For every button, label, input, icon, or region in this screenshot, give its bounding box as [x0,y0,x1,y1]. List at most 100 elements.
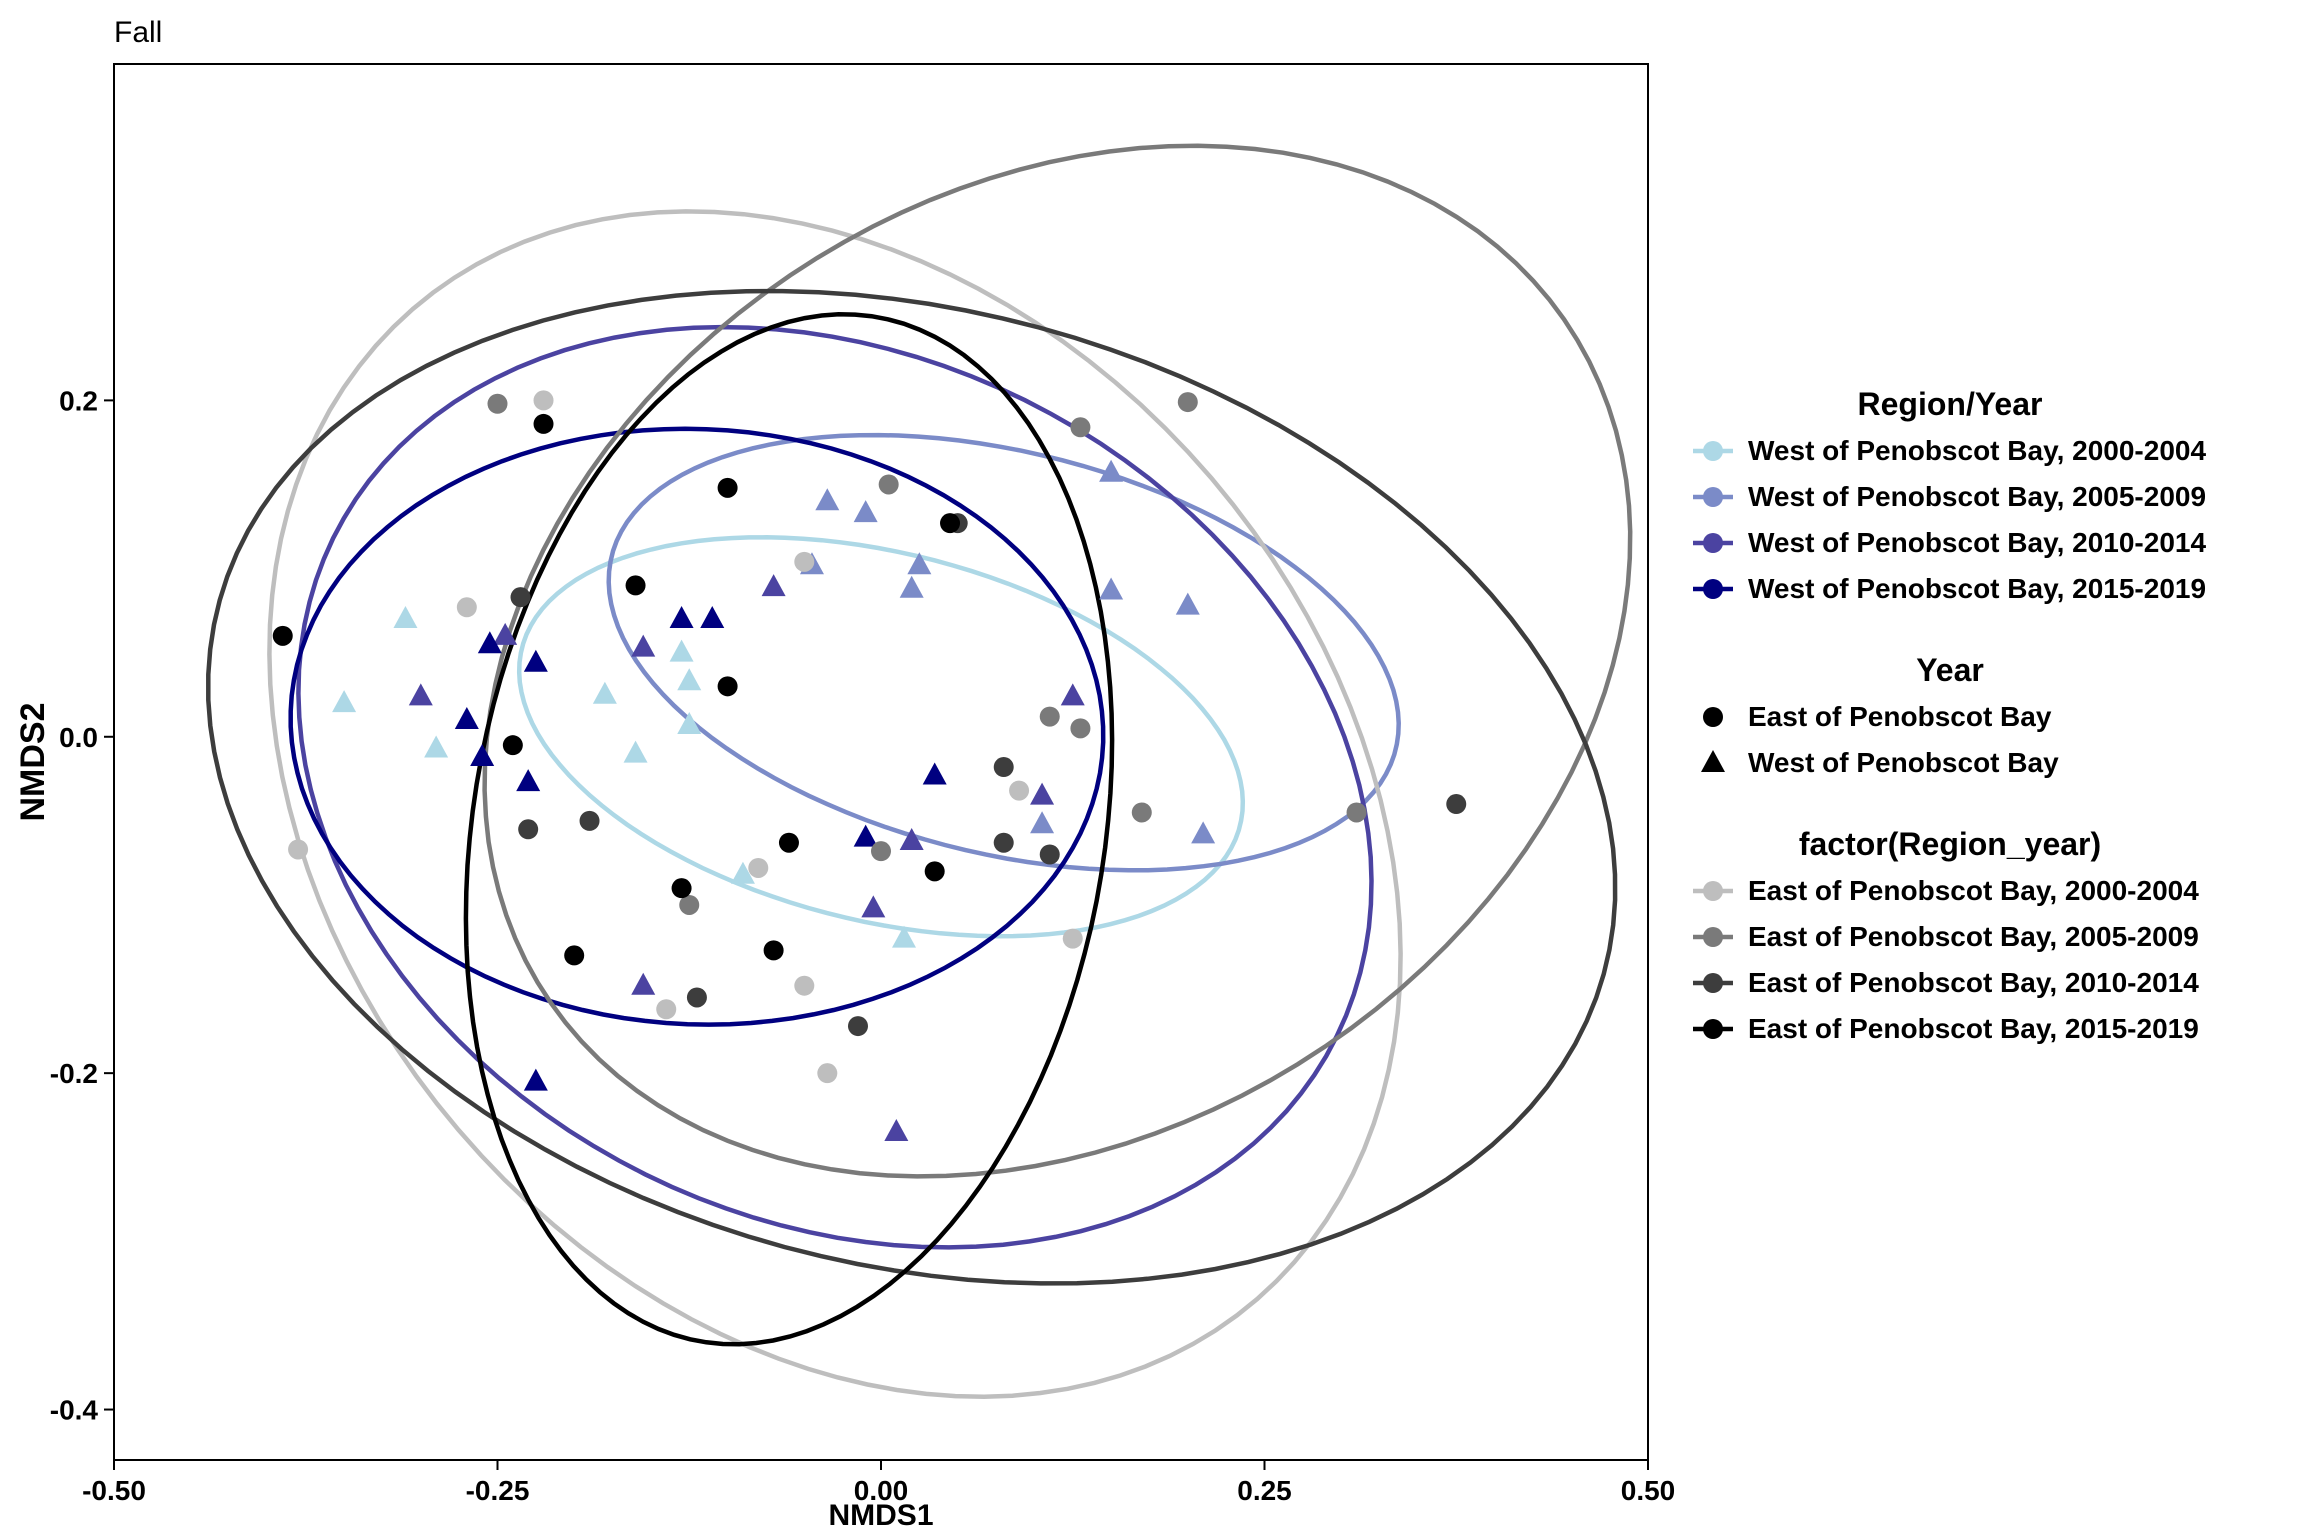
y-tick-label-0: -0.4 [50,1395,99,1426]
point-2-4 [1060,683,1085,706]
point-6-5 [1039,844,1060,865]
point-0-9 [892,925,917,948]
point-7-6 [564,945,585,966]
point-3-4 [516,769,541,792]
ellipse-2 [296,324,1374,1250]
point-7-5 [502,735,523,756]
ellipse-1 [606,432,1401,873]
point-7-9 [778,832,799,853]
point-1-3 [907,552,932,575]
point-3-5 [669,606,694,629]
y-tick-label-2: 0.0 [59,722,98,753]
x-tick-label-4: 0.50 [1621,1475,1676,1506]
legend-group-1: Year East of Penobscot Bay West of Penobsc… [1690,646,2290,786]
point-0-8 [730,861,755,884]
axes-layer: -0.50 -0.25 0.00 0.25 0.50 -0.4 -0.2 0.0 0.2 [50,385,1676,1506]
point-4-3 [794,551,815,572]
point-6-1 [518,819,539,840]
point-4-8 [794,975,815,996]
point-6-9 [579,810,600,831]
point-4-5 [1009,780,1030,801]
point-0-4 [623,740,648,763]
point-1-7 [1175,592,1200,615]
point-7-10 [924,861,945,882]
point-7-2 [625,575,646,596]
legend-item: West of Penobscot Bay, 2000-2004 [1690,428,2290,474]
point-3-1 [523,649,548,672]
point-4-6 [1062,928,1083,949]
point-2-8 [631,972,656,995]
point-2-3 [761,574,786,597]
point-1-8 [1030,811,1055,834]
point-6-2 [686,987,707,1008]
y-axis-label: NMDS2 [14,702,52,821]
point-1-4 [899,575,924,598]
legend-key [1690,474,1736,520]
point-3-0 [477,631,502,654]
legend-title: Region/Year [1857,386,2043,422]
x-tick-label-0: -0.50 [82,1475,146,1506]
point-0-7 [677,711,702,734]
point-0-3 [592,681,617,704]
point-7-8 [763,940,784,961]
point-5-3 [878,474,899,495]
legend-label: West of Penobscot Bay [1748,747,2059,778]
point-3-3 [470,743,495,766]
point-3-9 [523,1068,548,1091]
point-5-8 [871,841,891,862]
x-tick-label-1: -0.25 [466,1475,530,1506]
legend-label: East of Penobscot Bay, 2005-2009 [1748,921,2199,952]
point-3-6 [700,606,725,629]
point-7-0 [272,625,293,646]
points-layer [272,390,1467,1142]
point-5-0 [487,393,508,414]
point-5-2 [1177,392,1198,413]
legend-title: Year [1916,652,1984,688]
point-5-1 [1070,417,1091,438]
point-2-9 [884,1119,909,1142]
point-0-0 [393,606,418,629]
legend-label: East of Penobscot Bay, 2010-2014 [1748,967,2199,998]
legend-key [1690,960,1736,1006]
point-2-0 [408,683,433,706]
point-2-6 [899,828,924,851]
legend-key [1690,566,1736,612]
legend-title: factor(Region_year) [1798,826,2102,862]
legend-label: West of Penobscot Bay, 2005-2009 [1748,481,2207,512]
legend-key [1690,740,1736,786]
ellipse-4 [267,209,1403,1399]
point-5-5 [1070,718,1091,739]
chart-title: Fall [114,16,162,49]
legend-item: West of Penobscot Bay [1690,740,2290,786]
ellipse-3 [288,426,1106,1027]
legend-item: East of Penobscot Bay, 2000-2004 [1690,868,2290,914]
point-4-0 [533,390,554,411]
legend-key [1690,1006,1736,1052]
legend-item: East of Penobscot Bay, 2005-2009 [1690,914,2290,960]
ellipse-7 [463,312,1115,1347]
legend-group-2: factor(Region_year) East of Penobscot Bay… [1690,820,2290,1052]
legend-item: East of Penobscot Bay, 2010-2014 [1690,960,2290,1006]
x-axis-label: NMDS1 [828,1499,933,1532]
legend-key [1690,868,1736,914]
point-6-8 [993,757,1014,778]
legend-item: East of Penobscot Bay, 2015-2019 [1690,1006,2290,1052]
legend-group-0: Region/Year West of Penobscot Bay, 2000-2… [1690,380,2290,612]
legend-label: West of Penobscot Bay, 2010-2014 [1748,527,2207,558]
legend-item: West of Penobscot Bay, 2005-2009 [1690,474,2290,520]
point-0-1 [332,690,357,713]
point-1-2 [853,500,878,523]
point-2-5 [1030,782,1055,805]
point-0-6 [677,668,702,691]
legend-label: West of Penobscot Bay, 2015-2019 [1748,573,2207,604]
legend-label: East of Penobscot Bay, 2000-2004 [1748,875,2199,906]
point-7-3 [717,477,738,498]
ellipses-layer [206,143,1633,1399]
legend-item: West of Penobscot Bay, 2010-2014 [1690,520,2290,566]
point-5-9 [679,894,700,915]
point-4-7 [817,1063,838,1084]
point-7-1 [533,413,554,434]
plot-panel [113,63,1649,1461]
point-5-6 [1131,802,1152,823]
